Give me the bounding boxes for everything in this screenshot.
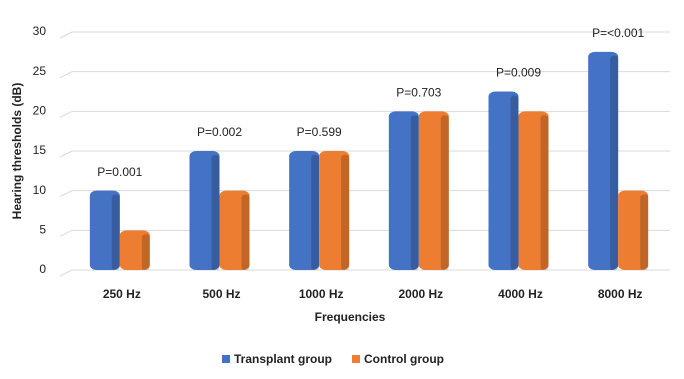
- y-tick-label: 15: [33, 143, 47, 157]
- bar: [189, 151, 220, 270]
- bar-shade: [540, 115, 549, 270]
- x-tick-label: 500 Hz: [202, 287, 240, 301]
- grid-line: [59, 71, 670, 79]
- grid-line: [59, 190, 670, 198]
- bar-shade: [440, 115, 449, 270]
- bar: [89, 190, 120, 270]
- annotation: P=0.599: [297, 125, 342, 139]
- annotation: P=<0.001: [592, 26, 644, 40]
- bar: [518, 111, 549, 270]
- bar: [388, 111, 419, 270]
- grid-line: [59, 150, 670, 158]
- grid-line: [59, 269, 670, 277]
- x-tick-label: 8000 Hz: [598, 287, 643, 301]
- annotation: P=0.009: [496, 66, 541, 80]
- bar-shade: [111, 194, 120, 270]
- legend-label: Transplant group: [234, 352, 332, 366]
- bar-shade: [341, 155, 350, 270]
- bar: [319, 151, 350, 270]
- annotation: P=0.002: [197, 125, 242, 139]
- bar-shade: [640, 194, 649, 270]
- bar: [119, 230, 150, 270]
- y-tick-label: 20: [33, 104, 47, 118]
- bar: [488, 91, 519, 270]
- bar-shade: [311, 155, 320, 270]
- x-tick-label: 1000 Hz: [299, 287, 344, 301]
- bar-shade: [610, 55, 619, 271]
- legend-label: Control group: [364, 352, 444, 366]
- bar-shade: [141, 234, 150, 270]
- y-tick-label: 5: [39, 223, 46, 237]
- bar: [219, 190, 250, 270]
- annotation: P=0.703: [396, 86, 441, 100]
- x-tick-label: 4000 Hz: [498, 287, 543, 301]
- bar-shade: [510, 95, 519, 270]
- bar: [289, 151, 320, 270]
- x-tick-label: 250 Hz: [103, 287, 141, 301]
- annotation: P=0.001: [97, 165, 142, 179]
- y-tick-label: 0: [39, 262, 46, 276]
- bar-shade: [241, 194, 250, 270]
- x-axis-label: Frequencies: [315, 310, 386, 324]
- y-axis-label: Hearing thresholds (dB): [10, 83, 24, 220]
- y-tick-label: 25: [33, 64, 47, 78]
- x-tick-label: 2000 Hz: [398, 287, 443, 301]
- bar: [418, 111, 449, 270]
- grid-line: [59, 229, 670, 237]
- grid-line: [59, 31, 670, 39]
- y-tick-label: 10: [33, 183, 47, 197]
- legend-swatch: [222, 355, 230, 363]
- bar-shade: [211, 155, 220, 270]
- bar: [588, 51, 619, 271]
- grid-line: [59, 110, 670, 118]
- y-tick-label: 30: [33, 24, 47, 38]
- bar: [618, 190, 649, 270]
- legend-swatch: [352, 355, 361, 363]
- bar-shade: [410, 115, 419, 270]
